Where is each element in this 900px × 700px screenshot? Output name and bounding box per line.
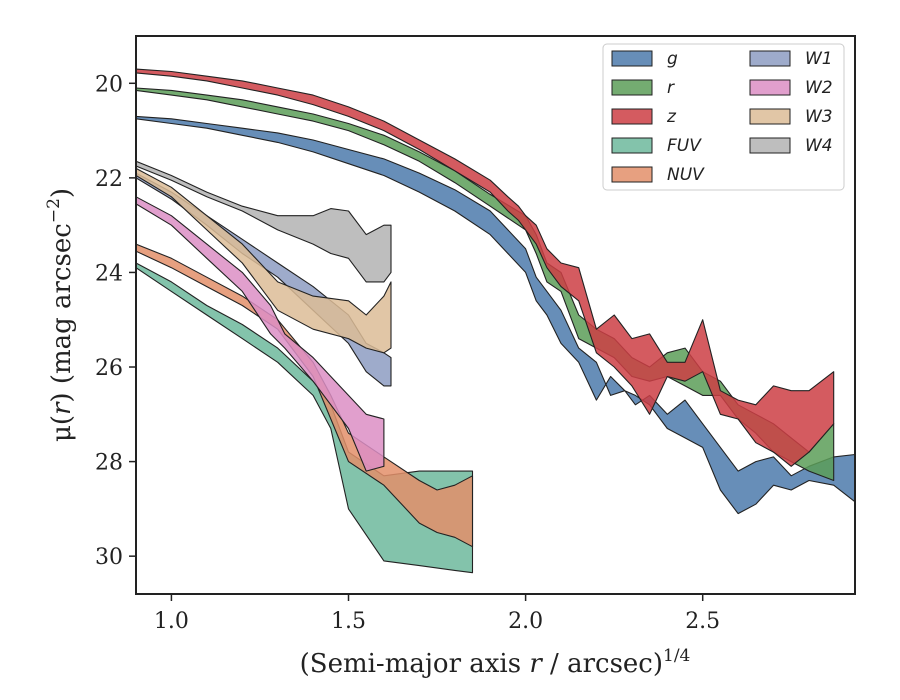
legend-swatch-w1 xyxy=(749,50,791,67)
legend-label-w3: W3 xyxy=(805,107,833,127)
legend-swatch-w4 xyxy=(749,137,791,154)
band-g xyxy=(136,115,855,515)
x-axis: 1.0 1.5 2.0 2.5 xyxy=(154,594,720,634)
legend-label-w1: W1 xyxy=(805,49,833,69)
plot-frame xyxy=(135,35,856,595)
band-nuv xyxy=(136,243,474,548)
legend-label-z: z xyxy=(666,107,677,127)
data-bands xyxy=(136,68,855,574)
y-tick-label: 26 xyxy=(95,356,123,381)
band-w3 xyxy=(136,167,392,354)
y-tick-label: 24 xyxy=(95,261,123,286)
legend-label-nuv: NUV xyxy=(667,165,705,185)
legend-swatch-g xyxy=(611,50,653,67)
y-tick-label: 28 xyxy=(95,451,123,476)
x-tick-label: 1.5 xyxy=(331,609,366,634)
x-tick-label: 2.5 xyxy=(685,609,720,634)
x-axis-label: (Semi-major axis r / arcsec)1/4 xyxy=(300,646,691,679)
band-w4 xyxy=(136,160,392,283)
legend-swatch-w3 xyxy=(749,108,791,125)
y-axis-label: μ(r) (mag arcsec−2) xyxy=(44,188,77,442)
legend: grz FUV NUV W1 W2 W3 W4 xyxy=(602,43,845,191)
legend-swatch-fuv xyxy=(611,137,653,154)
legend-label-r: r xyxy=(667,78,675,98)
legend-label-w2: W2 xyxy=(805,78,833,98)
legend-swatch-nuv xyxy=(611,166,653,183)
y-tick-label: 20 xyxy=(95,72,123,97)
x-tick-label: 1.0 xyxy=(154,609,189,634)
x-tick-label: 2.0 xyxy=(508,609,543,634)
legend-swatch-z xyxy=(611,108,653,125)
y-tick-label: 22 xyxy=(95,167,123,192)
y-axis: 20 22 24 26 28 30 xyxy=(95,72,136,570)
band-w2 xyxy=(136,196,385,472)
band-fuv xyxy=(136,262,474,574)
legend-label-g: g xyxy=(667,49,678,69)
legend-swatch-r xyxy=(611,79,653,96)
legend-label-w4: W4 xyxy=(805,136,833,156)
y-tick-label: 30 xyxy=(95,545,123,570)
legend-swatch-w2 xyxy=(749,79,791,96)
legend-label-fuv: FUV xyxy=(667,136,702,156)
band-z xyxy=(136,68,835,467)
